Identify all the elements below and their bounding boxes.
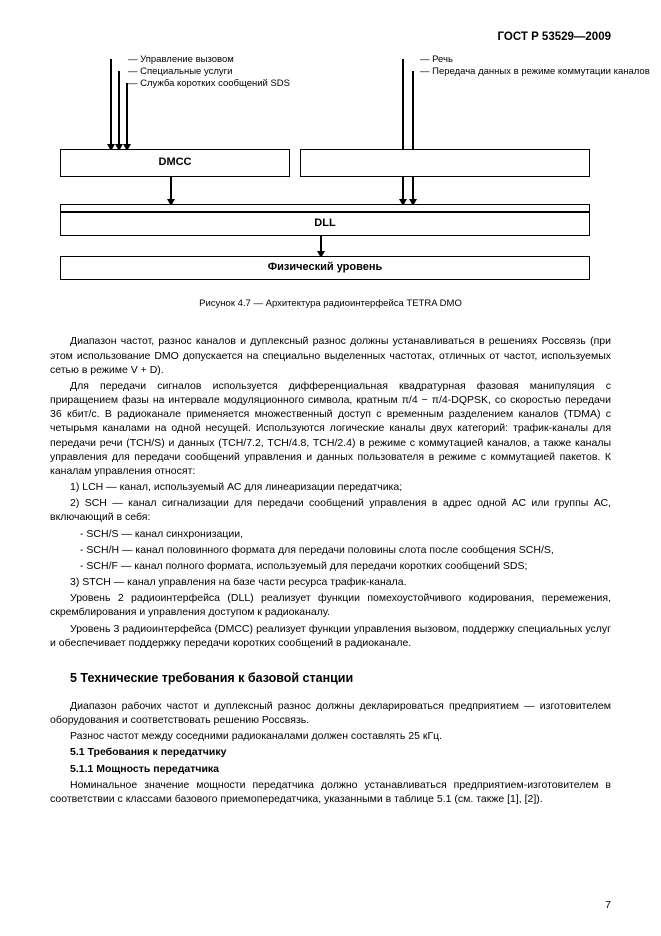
sec5-para2: Разнос частот между соседними радиоканал…: [50, 729, 611, 743]
page-number: 7: [605, 898, 611, 912]
label-special-services: — Специальные услуги: [128, 66, 232, 79]
list-stch: 3) STCH — канал управления на базе части…: [50, 575, 611, 589]
label-call-control: — Управление вызовом: [128, 54, 234, 67]
box-physical: Физический уровень: [60, 256, 590, 280]
paragraph-dmcc: Уровень 3 радиоинтерфейса (DMCC) реализу…: [50, 622, 611, 650]
box-dll: DLL: [60, 212, 590, 236]
sublist-schf: - SCH/F — канал полного формата, использ…: [50, 559, 611, 573]
doc-header: ГОСТ Р 53529—2009: [50, 30, 611, 46]
label-data-transfer: — Передача данных в режиме коммутации ка…: [420, 66, 650, 79]
box-dll-thin: [60, 204, 590, 212]
sec5-para3: Номинальное значение мощности передатчик…: [50, 778, 611, 806]
sublist-schs: - SCH/S — канал синхронизации,: [50, 527, 611, 541]
sec-5-1-1: 5.1.1 Мощность передатчика: [50, 762, 611, 776]
paragraph-freq: Диапазон частот, разнос каналов и дуплек…: [50, 334, 611, 377]
paragraph-modulation: Для передачи сигналов используется диффе…: [50, 379, 611, 478]
sublist-schh: - SCH/H — канал половинного формата для …: [50, 543, 611, 557]
label-speech: — Речь: [420, 54, 453, 67]
sec-5-1: 5.1 Требования к передатчику: [50, 745, 611, 759]
figure-caption: Рисунок 4.7 — Архитектура радиоинтерфейс…: [50, 298, 611, 311]
section-5-title: 5 Технические требования к базовой станц…: [70, 670, 611, 687]
sec5-para1: Диапазон рабочих частот и дуплексный раз…: [50, 699, 611, 727]
architecture-diagram: — Управление вызовом — Специальные услуг…: [50, 54, 611, 284]
paragraph-dll: Уровень 2 радиоинтерфейса (DLL) реализуе…: [50, 591, 611, 619]
box-dmcc: DMCC: [60, 149, 290, 177]
list-sch: 2) SCH — канал сигнализации для передачи…: [50, 496, 611, 524]
list-lch: 1) LCH — канал, используемый АС для лине…: [50, 480, 611, 494]
box-dmcc-ext: [300, 149, 590, 177]
label-sds: — Служба коротких сообщений SDS: [128, 78, 290, 91]
